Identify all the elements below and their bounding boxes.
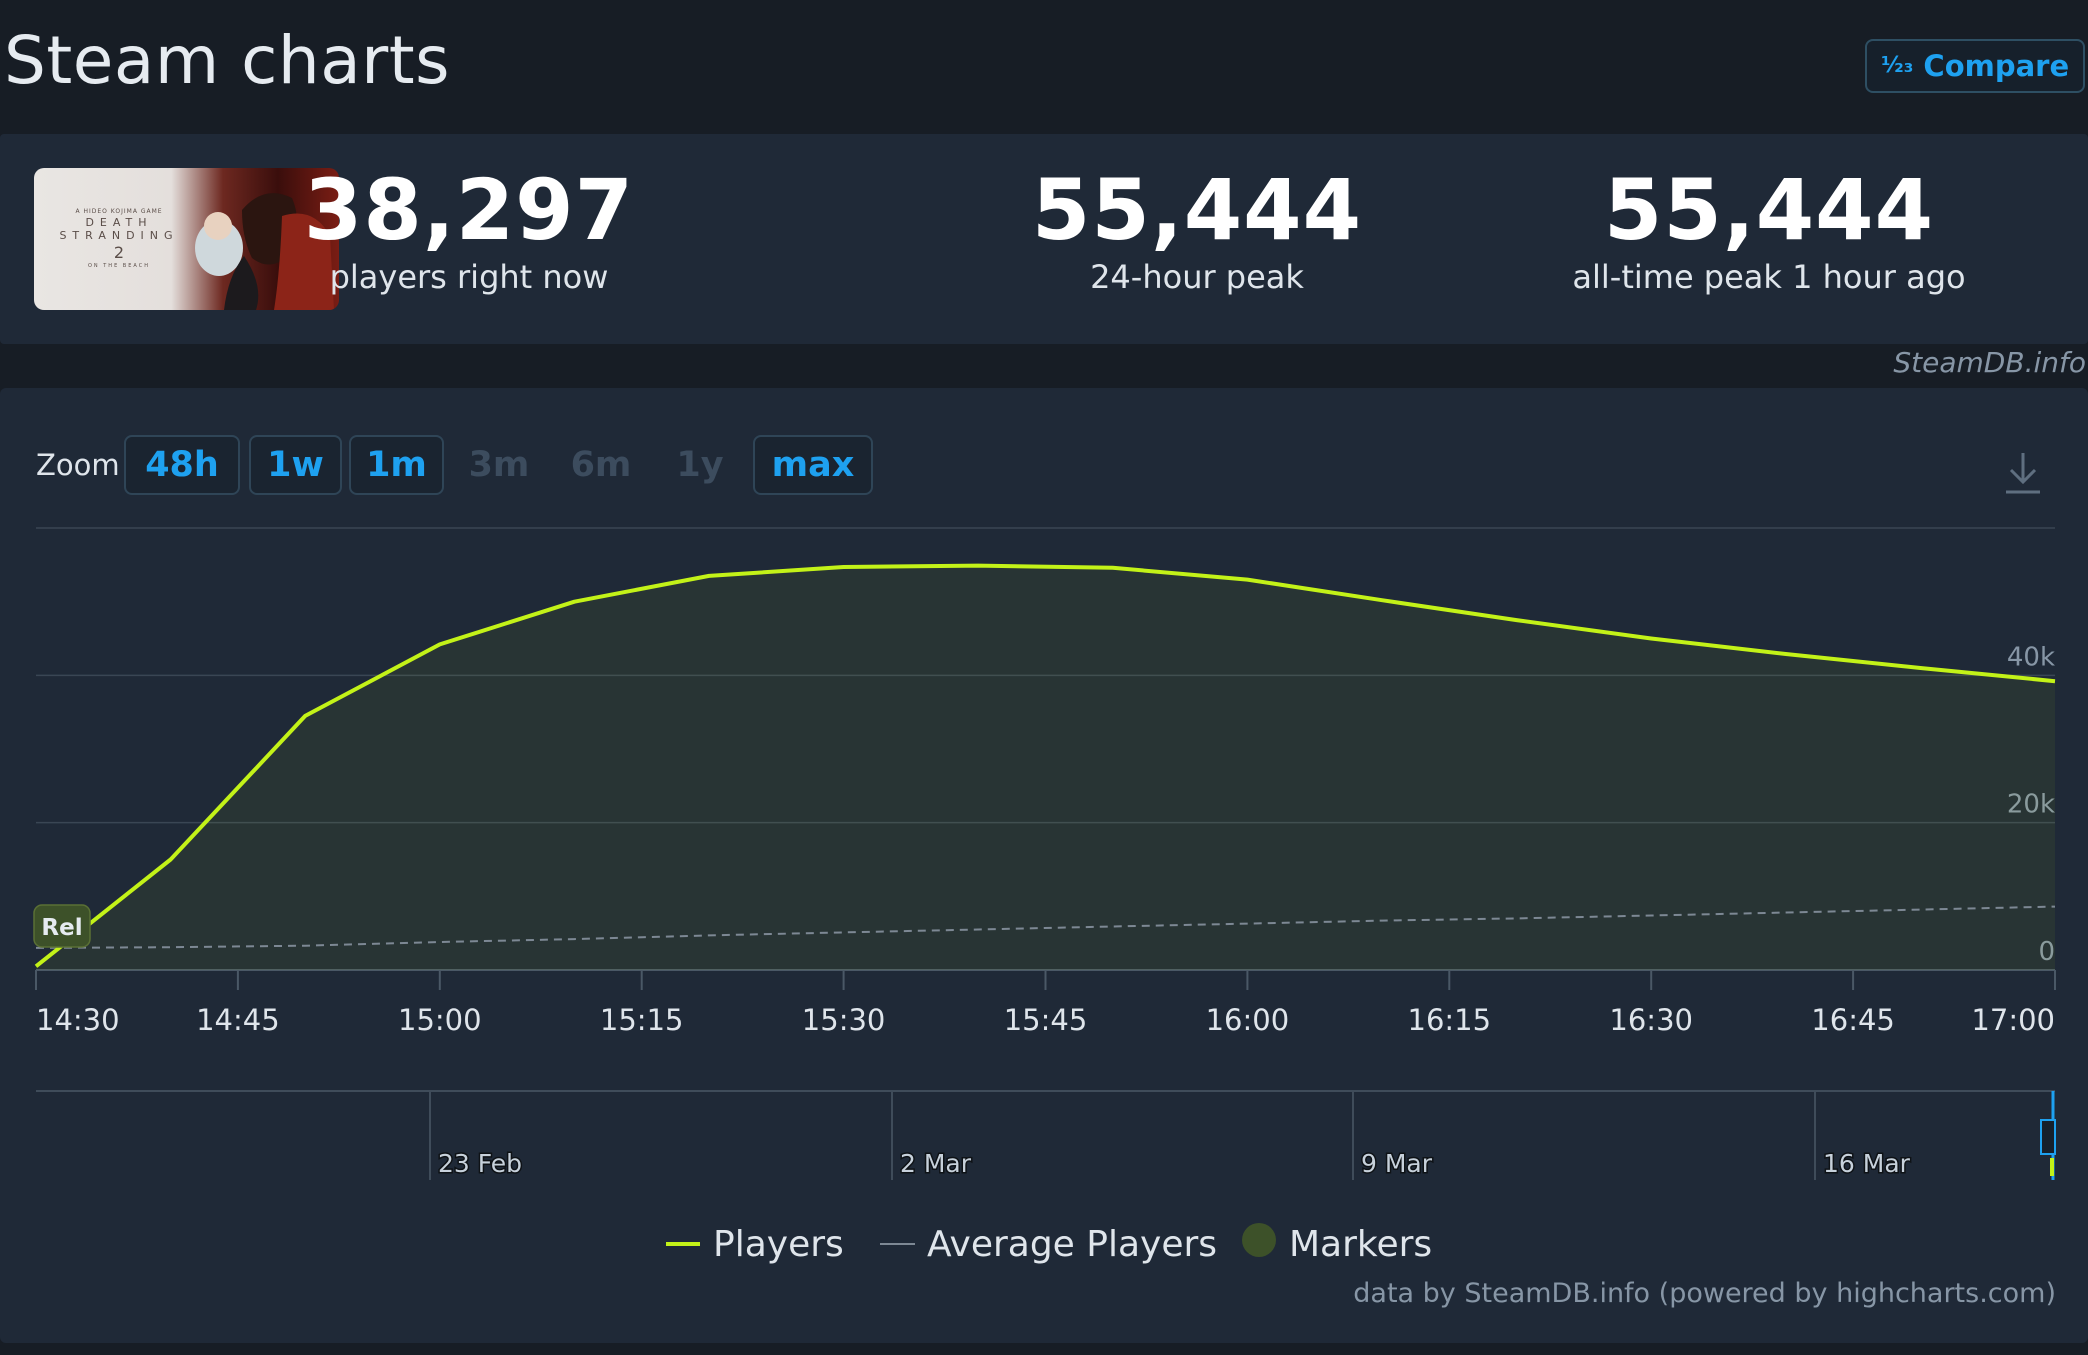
x-tick-label: 16:15 — [1408, 1003, 1492, 1037]
players-point[interactable] — [437, 641, 443, 647]
x-tick-label: 15:00 — [398, 1003, 482, 1037]
stat-alltime-peak: 55,444 all-time peak 1 hour ago — [1509, 168, 2029, 296]
players-point[interactable] — [975, 563, 981, 569]
game-thumbnail[interactable]: A HIDEO KOJIMA GAME DEATH STRANDING 2 ON… — [34, 168, 339, 310]
players-point[interactable] — [168, 857, 174, 863]
stat-24h-peak: 55,444 24-hour peak — [937, 168, 1457, 296]
y-tick-label: 20k — [2007, 790, 2055, 820]
peak-24h-label: 24-hour peak — [1090, 258, 1304, 296]
players-point[interactable] — [2052, 678, 2058, 684]
x-tick-label: 17:00 — [1971, 1003, 2055, 1037]
x-tick-label: 15:15 — [600, 1003, 684, 1037]
thumbnail-line: ON THE BEACH — [87, 263, 150, 269]
chart-panel: Zoom 48h 1w 1m 3m 6m 1y max data by Stea… — [0, 388, 2088, 1343]
players-point[interactable] — [706, 573, 712, 579]
navigator-series-tail — [2050, 1158, 2054, 1176]
navigator-label: 23 Feb — [438, 1149, 522, 1178]
players-point[interactable] — [302, 713, 308, 719]
legend-players-label[interactable]: Players — [713, 1224, 844, 1265]
x-tick-label: 16:45 — [1811, 1003, 1895, 1037]
zoom-max-button[interactable]: max — [753, 435, 873, 495]
numbers-icon: ¹⁄₂₃ — [1880, 53, 1914, 78]
zoom-3m-button: 3m — [468, 445, 530, 485]
thumbnail-artwork — [195, 193, 334, 310]
stats-panel: A HIDEO KOJIMA GAME DEATH STRANDING 2 ON… — [0, 134, 2088, 344]
players-point[interactable] — [571, 599, 577, 605]
players-point[interactable] — [33, 963, 39, 969]
zoom-6m-button: 6m — [570, 445, 632, 485]
players-point[interactable] — [1514, 617, 1520, 623]
x-tick-label: 16:00 — [1206, 1003, 1290, 1037]
navigator-label: 9 Mar — [1361, 1149, 1433, 1178]
navigator-label: 16 Mar — [1823, 1149, 1911, 1178]
peak-24h-value: 55,444 — [1031, 161, 1363, 259]
players-area — [36, 565, 2055, 970]
thumbnail-line: STRANDING — [59, 229, 179, 243]
x-tick-label: 16:30 — [1609, 1003, 1693, 1037]
alltime-peak-label: all-time peak 1 hour ago — [1572, 258, 1966, 296]
zoom-1m-button[interactable]: 1m — [349, 435, 444, 495]
page-title: Steam charts — [4, 22, 451, 99]
players-point[interactable] — [841, 564, 847, 570]
x-tick-label: 14:45 — [196, 1003, 280, 1037]
x-tick-label: 14:30 — [36, 1003, 120, 1037]
average-players-line — [35, 905, 2056, 949]
compare-label: Compare — [1923, 49, 2070, 83]
players-point[interactable] — [1110, 565, 1116, 571]
chart-credits[interactable]: data by SteamDB.info (powered by highcha… — [1353, 1278, 2056, 1309]
x-tick-label: 15:30 — [802, 1003, 886, 1037]
zoom-1y-button: 1y — [676, 445, 724, 485]
thumbnail-title: A HIDEO KOJIMA GAME DEATH STRANDING 2 ON… — [44, 208, 194, 269]
players-point[interactable] — [1379, 597, 1385, 603]
y-tick-label: 40k — [2007, 642, 2055, 672]
players-line — [34, 563, 2056, 968]
release-marker-label: Rel — [41, 915, 82, 941]
current-players-label: players right now — [329, 258, 609, 296]
navigator-label: 2 Mar — [900, 1149, 972, 1178]
thumbnail-line: DEATH — [85, 215, 153, 229]
alltime-peak-value: 55,444 — [1603, 161, 1935, 259]
steamdb-watermark[interactable]: SteamDB.info — [1893, 346, 2086, 379]
thumbnail-line: A HIDEO KOJIMA GAME — [75, 208, 163, 215]
players-point[interactable] — [1783, 651, 1789, 657]
players-point[interactable] — [1917, 665, 1923, 671]
release-marker[interactable] — [33, 904, 91, 948]
y-tick-label: 0 — [2038, 937, 2055, 967]
zoom-48h-button[interactable]: 48h — [124, 435, 240, 495]
compare-button[interactable]: ¹⁄₂₃ Compare — [1865, 39, 2085, 93]
players-point[interactable] — [1244, 577, 1250, 583]
thumbnail-line: 2 — [113, 243, 125, 262]
legend-average-label[interactable]: Average Players — [927, 1224, 1217, 1265]
zoom-1w-button[interactable]: 1w — [249, 435, 342, 495]
zoom-label: Zoom — [36, 448, 120, 482]
legend-markers-label[interactable]: Markers — [1289, 1224, 1432, 1265]
navigator-handle[interactable] — [2040, 1119, 2056, 1155]
current-players-value: 38,297 — [303, 161, 635, 259]
x-tick-label: 15:45 — [1004, 1003, 1088, 1037]
stat-current: 38,297 players right now — [209, 168, 729, 296]
download-icon[interactable] — [2003, 449, 2043, 495]
legend-markers-symbol[interactable] — [1242, 1223, 1276, 1257]
players-point[interactable] — [1648, 636, 1654, 642]
